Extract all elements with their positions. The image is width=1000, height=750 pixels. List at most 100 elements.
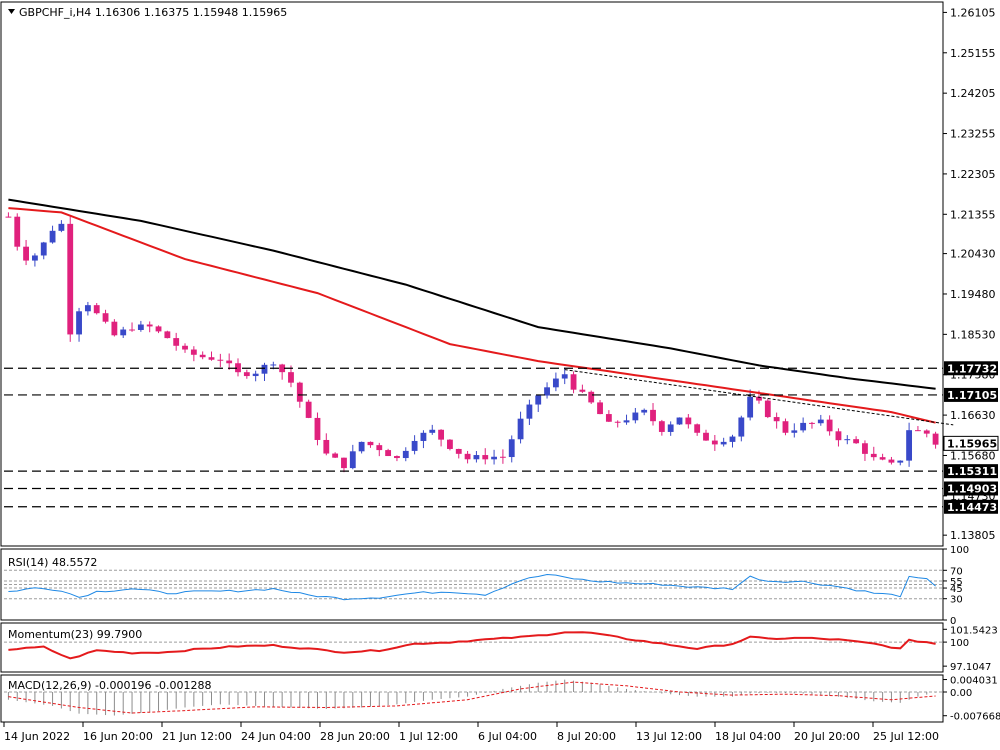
price-tick-label: 1.13805 (950, 529, 996, 542)
bull-candle (817, 419, 824, 424)
bear-candle (888, 459, 895, 463)
main-frame (0, 1, 944, 547)
level-label: 1.15311 (947, 465, 997, 478)
macd-tick-label: 0.004031 (950, 676, 998, 687)
bull-candle (76, 311, 82, 335)
bull-candle (31, 255, 38, 261)
time-tick-label: 1 Jul 12:00 (399, 730, 458, 743)
bear-candle (164, 331, 171, 339)
bear-candle (826, 419, 833, 432)
trendline (564, 369, 954, 426)
price-tick-label: 1.18530 (950, 328, 996, 341)
rsi-tick-label: 30 (950, 595, 963, 606)
bear-candle (314, 417, 321, 440)
level-label-box (944, 361, 998, 376)
bear-candle (217, 359, 224, 361)
time-tick-label: 8 Jul 20:00 (557, 730, 616, 743)
bear-candle (367, 441, 374, 446)
time-tick-label: 20 Jul 20:00 (794, 730, 860, 743)
bear-candle (711, 440, 718, 445)
bear-candle (447, 439, 453, 449)
bull-candle (420, 432, 427, 441)
bull-candle (738, 417, 745, 437)
bull-candle (473, 455, 480, 460)
time-tick-label: 21 Jun 12:00 (162, 730, 232, 743)
bull-candle (358, 441, 365, 452)
bull-candle (252, 373, 259, 377)
level-label: 1.17105 (947, 389, 997, 402)
momentum-panel: 101.5423 100 97.1047 (0, 622, 998, 673)
bear-candle (199, 354, 206, 358)
bear-candle (756, 396, 762, 401)
bear-candle (208, 357, 215, 360)
bear-candle (870, 453, 877, 458)
bear-candle (464, 453, 471, 460)
bear-candle (296, 382, 303, 402)
bear-candle (703, 432, 709, 441)
bear-candle (455, 448, 462, 454)
level-label: 1.14903 (947, 482, 997, 495)
price-tick-label: 1.20430 (950, 248, 996, 261)
price-tick-label: 1.15680 (950, 449, 996, 462)
price-tick-label: 1.24205 (950, 87, 996, 100)
time-tick-label: 16 Jun 20:00 (83, 730, 153, 743)
bear-candle (190, 349, 197, 355)
bull-candle (544, 387, 550, 396)
rsi-tick-label: 55 (950, 577, 963, 588)
level-label: 1.14473 (947, 501, 997, 514)
bear-candle (93, 305, 100, 314)
macd-title: MACD(12,26,9) -0.000196 -0.001288 (8, 679, 211, 692)
bull-candle (84, 305, 91, 312)
bear-candle (597, 402, 603, 415)
bear-candle (288, 372, 294, 383)
bear-candle (385, 450, 392, 457)
price-tick-label: 1.22305 (950, 168, 996, 181)
bull-candle (747, 396, 754, 418)
time-tick-label: 14 Jun 2022 (4, 730, 70, 743)
bull-candle (729, 436, 736, 442)
bear-candle (570, 374, 577, 390)
bull-candle (402, 450, 409, 459)
bear-candle (438, 429, 445, 440)
bull-candle (58, 223, 65, 231)
bear-candle (764, 400, 771, 418)
bear-candle (376, 445, 383, 451)
macd-tick-label: -0.007668 (950, 712, 1000, 723)
level-label: 1.17732 (947, 362, 997, 375)
bear-candle (332, 453, 339, 458)
bear-candle (14, 216, 21, 247)
bear-candle (579, 389, 586, 392)
current-price-box (943, 435, 999, 451)
time-tick-label: 24 Jun 04:00 (241, 730, 311, 743)
bull-candle (137, 324, 144, 330)
bull-candle (526, 404, 533, 419)
bear-candle (923, 430, 930, 434)
bull-candle (535, 395, 542, 405)
bear-candle (605, 414, 612, 422)
level-label-box (944, 481, 998, 496)
bear-candle (588, 391, 595, 403)
momentum-title: Momentum(23) 99.7900 (8, 628, 142, 641)
bull-candle (552, 378, 559, 388)
bear-candle (129, 329, 135, 331)
rsi-line (8, 573, 936, 601)
price-tick-label: 1.19480 (950, 288, 996, 301)
bear-candle (499, 456, 506, 458)
bear-candle (685, 417, 692, 425)
bull-candle (270, 364, 277, 366)
dropdown-triangle-icon[interactable] (8, 9, 15, 14)
bear-candle (155, 326, 162, 332)
bear-candle (146, 324, 153, 327)
price-tick-label: 1.23255 (950, 128, 996, 141)
price-tick-label: 1.16630 (950, 409, 996, 422)
bull-candle (720, 441, 727, 445)
rsi-tick-label: 0 (950, 616, 956, 627)
bear-candle (809, 422, 815, 424)
level-label-box (944, 387, 998, 402)
panel-headers: GBPCHF_i,H4 1.16306 1.16375 1.15948 1.15… (8, 6, 287, 692)
bull-candle (897, 460, 904, 463)
bear-candle (23, 246, 29, 261)
macd-tick-label: 0.00 (950, 688, 972, 699)
